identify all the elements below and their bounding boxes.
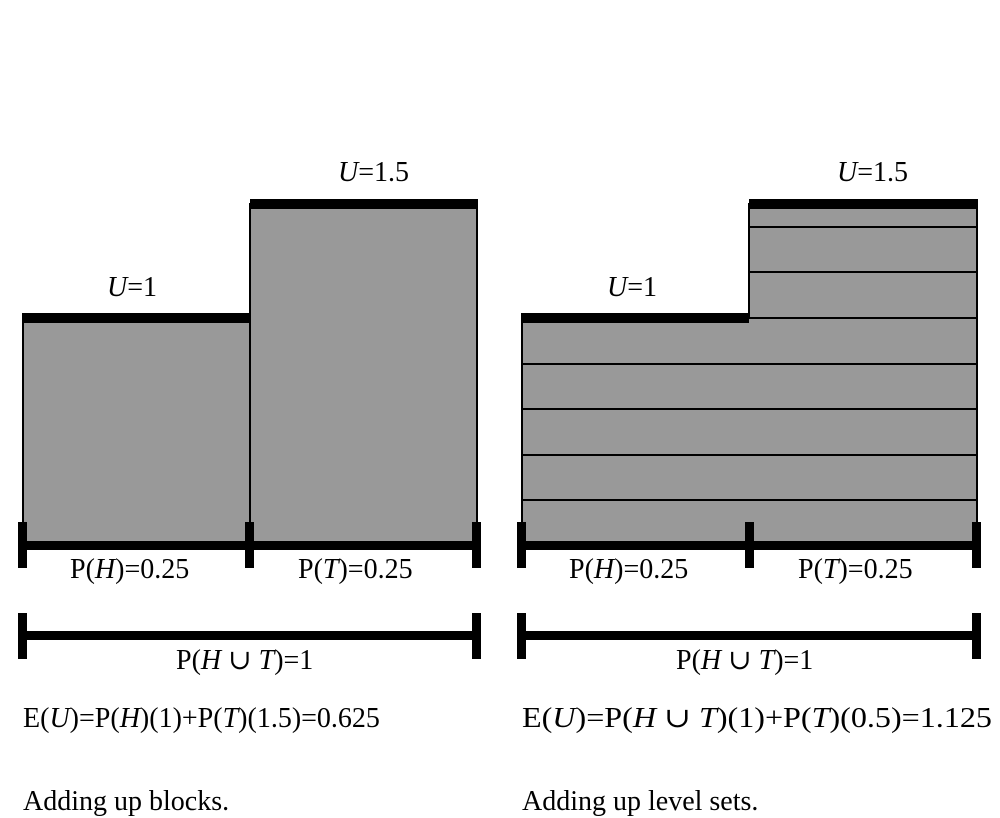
utility-bar-tails	[749, 199, 978, 209]
probability-label-tails: P(T)=0.25	[298, 554, 413, 585]
utility-bar-tails	[250, 199, 478, 209]
probability-label-tails: P(T)=0.25	[798, 554, 913, 585]
expectation-formula: E(U)=P(H)(1)+P(T)(1.5)=0.625	[23, 703, 380, 734]
right-panel: U=1 U=1.5 P(H)=0.25 P(T)=0.25 P(H ∪ T)=1…	[517, 157, 992, 817]
probability-label-union: P(H ∪ T)=1	[176, 645, 313, 676]
utility-bar-heads	[521, 313, 749, 323]
level-set-region	[521, 203, 978, 546]
left-panel: U=1 U=1.5 P(H)=0.25 P(T)=0.25 P(H ∪ T)=1…	[18, 157, 481, 817]
level-set-lines	[522, 226, 977, 501]
utility-label-heads: U=1	[107, 272, 157, 303]
probability-label-heads: P(H)=0.25	[569, 554, 688, 585]
probability-bar-union	[517, 613, 981, 659]
utility-bar-heads	[22, 313, 250, 323]
expectation-formula: E(U)=P(H ∪ T)(1)+P(T)(0.5)=1.125	[522, 703, 992, 734]
probability-bar-split	[18, 522, 481, 568]
panel-caption: Adding up blocks.	[23, 786, 229, 817]
block-heads	[22, 317, 251, 546]
panel-caption: Adding up level sets.	[522, 786, 758, 817]
utility-label-tails: U=1.5	[338, 157, 409, 188]
probability-bar-split	[517, 522, 981, 568]
utility-label-heads: U=1	[607, 272, 657, 303]
probability-bar-union	[18, 613, 481, 659]
probability-label-union: P(H ∪ T)=1	[676, 645, 813, 676]
utility-label-tails: U=1.5	[837, 157, 908, 188]
probability-label-heads: P(H)=0.25	[70, 554, 189, 585]
block-tails	[249, 203, 478, 546]
